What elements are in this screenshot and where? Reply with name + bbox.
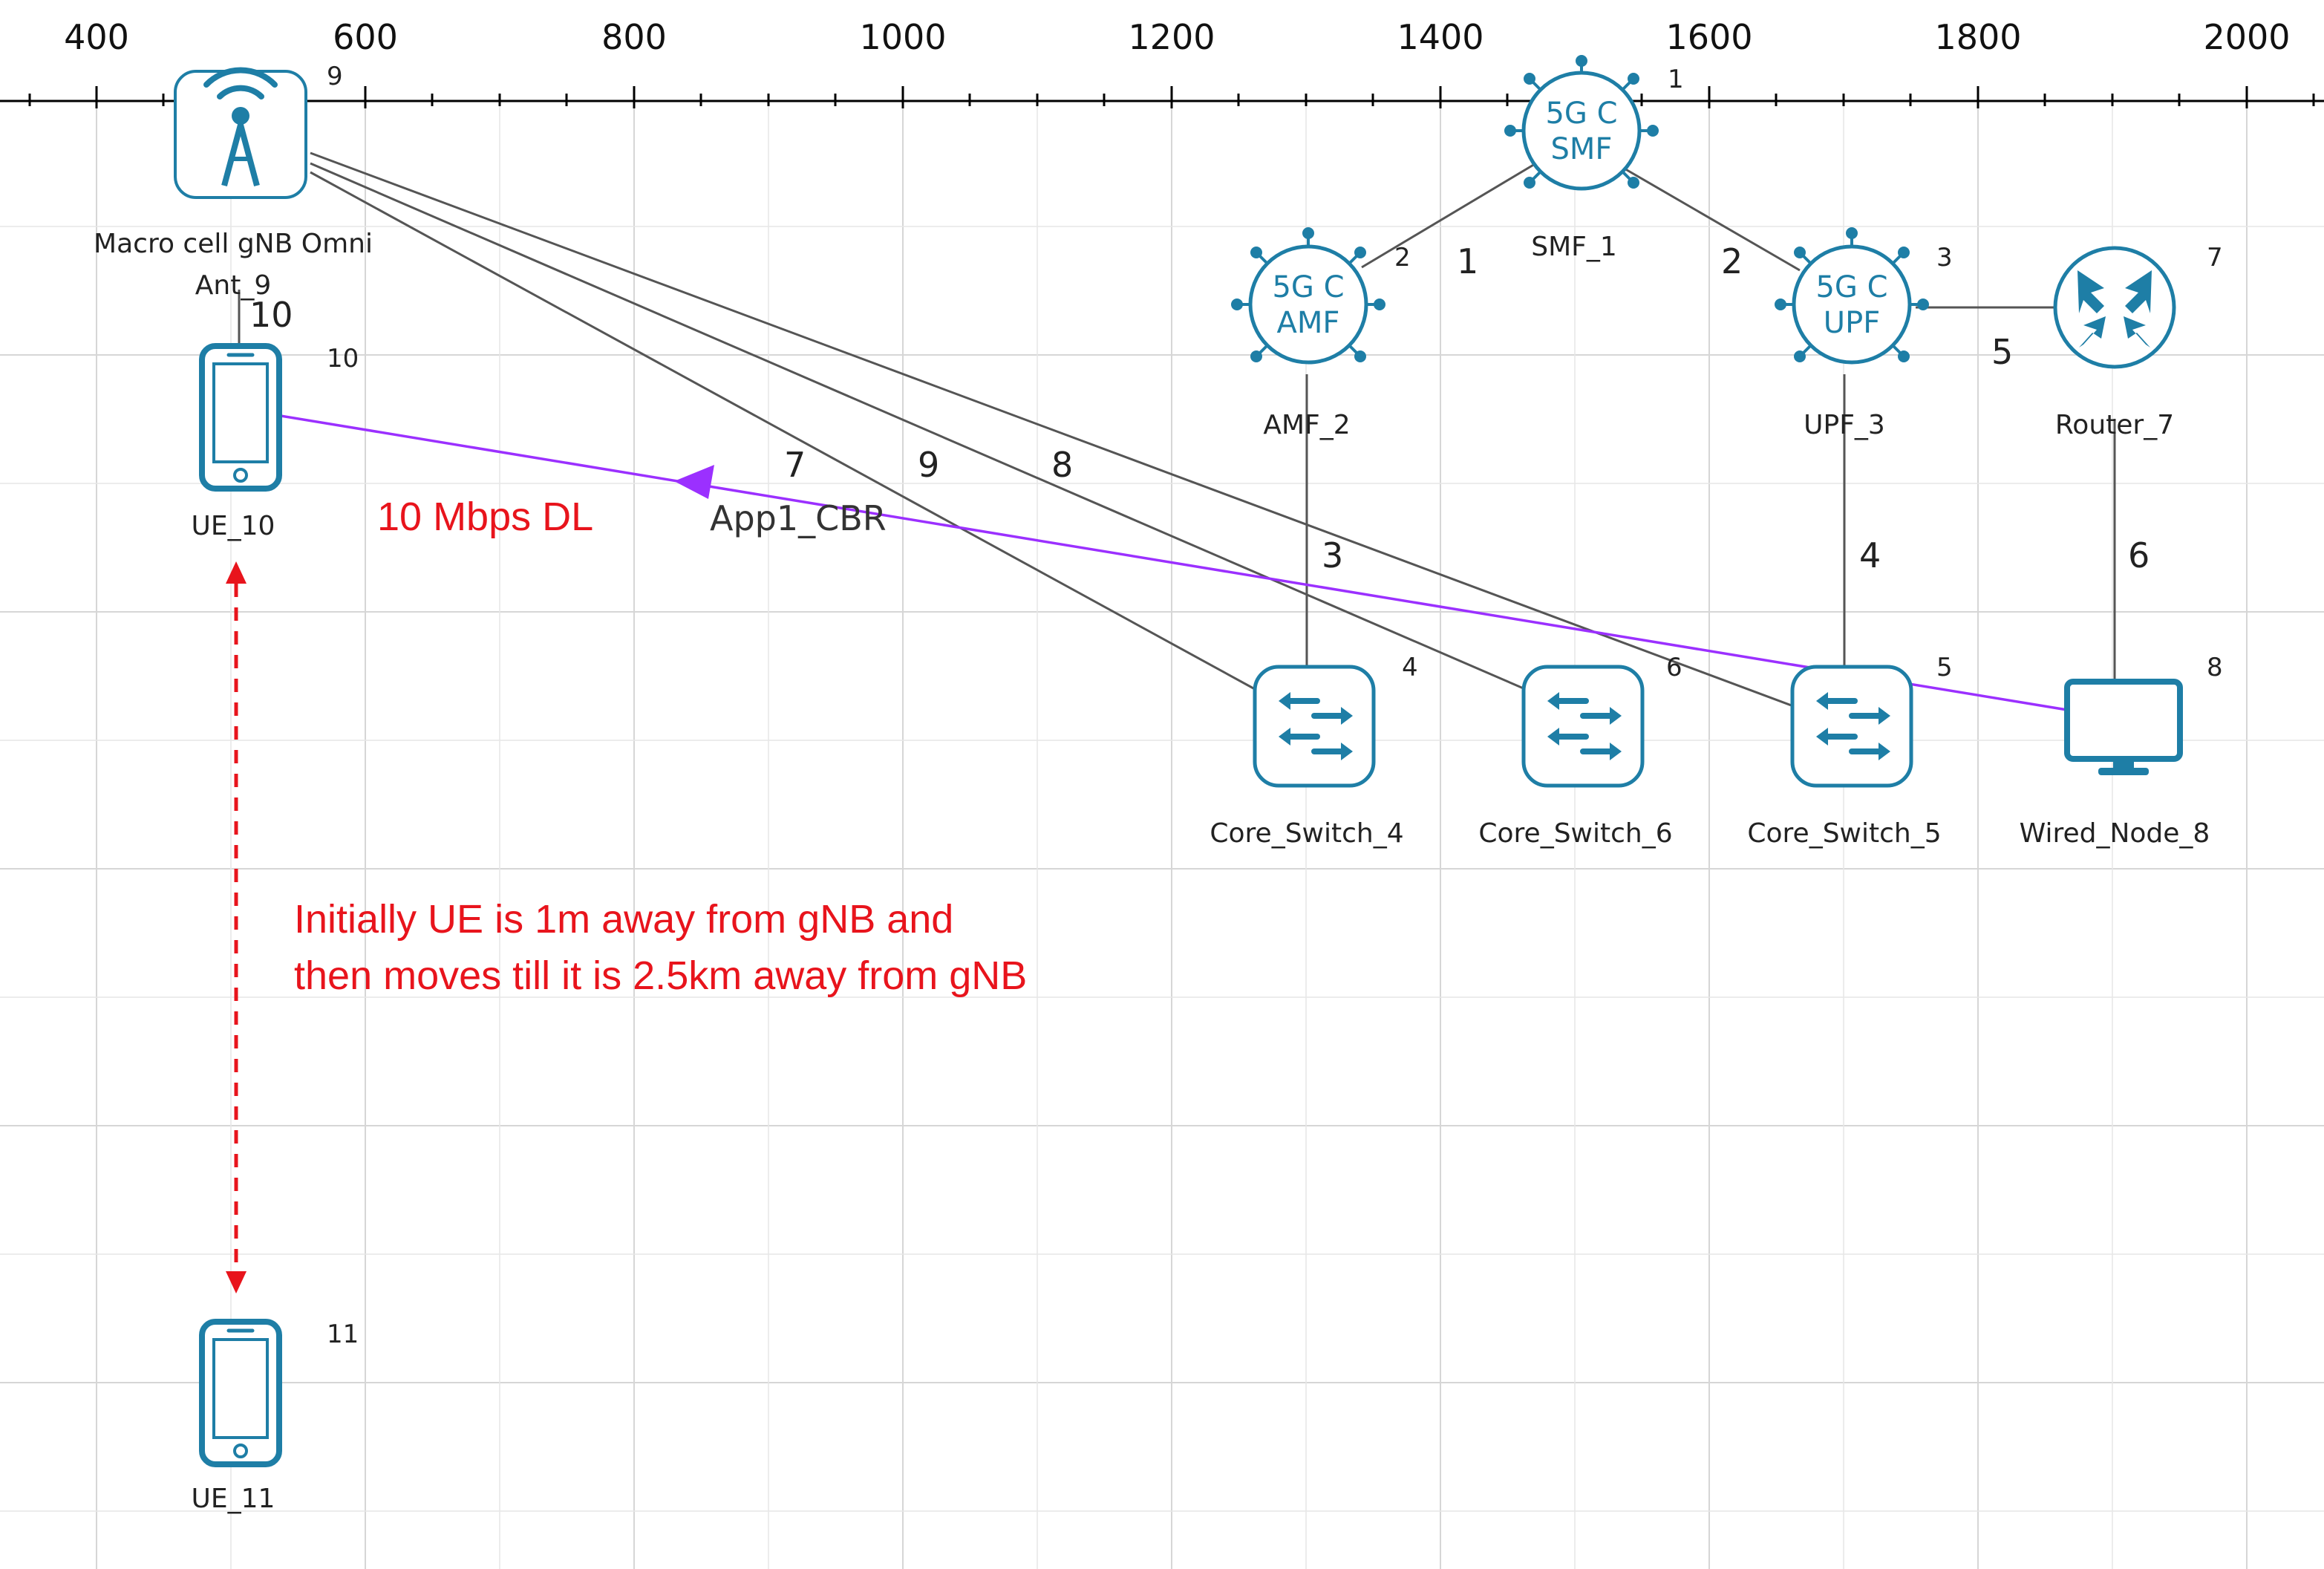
upf-icon-text2: UPF — [1824, 306, 1880, 340]
ruler-label-800: 800 — [601, 17, 667, 57]
monitor-icon — [2064, 679, 2183, 775]
link-smf-amf[interactable] — [1361, 160, 1539, 269]
link-gnb-switch5[interactable] — [310, 151, 1796, 708]
smf-icon-text1: 5G C — [1545, 97, 1617, 131]
link-gnb-switch6[interactable] — [310, 162, 1526, 691]
antenna-tower-icon — [203, 67, 278, 187]
arrowhead-up-icon — [226, 561, 247, 584]
smf-label: SMF_1 — [1531, 232, 1617, 262]
link-label-8: 8 — [1051, 445, 1073, 485]
gnb-node[interactable]: Macro cell gNB Omni Ant_9 9 — [94, 62, 373, 301]
router-arrows-icon — [2077, 270, 2152, 348]
mobility-arrow — [226, 561, 247, 1294]
link-label-6: 6 — [2128, 535, 2150, 575]
switch-arrows-icon — [1816, 692, 1890, 760]
link-label-7: 7 — [784, 445, 806, 485]
smf-node[interactable]: 5G C SMF SMF_1 1 — [1504, 55, 1684, 262]
link-label-4: 4 — [1859, 535, 1881, 575]
grid — [0, 97, 2324, 1569]
application-flow[interactable]: App1_CBR — [280, 414, 2068, 711]
core-switch-6-label: Core_Switch_6 — [1478, 818, 1672, 849]
annotation-line1: Initially UE is 1m away from gNB and — [294, 897, 953, 942]
gnb-id: 9 — [327, 62, 343, 91]
link-label-9: 9 — [918, 445, 939, 485]
amf-icon-text2: AMF — [1277, 306, 1340, 340]
app-flow-line[interactable] — [280, 414, 2068, 711]
core-switch-6-id: 6 — [1666, 653, 1682, 682]
ruler-label-1800: 1800 — [1934, 17, 2021, 57]
app-flow-label: App1_CBR — [710, 498, 887, 538]
ruler-label-1600: 1600 — [1665, 17, 1752, 57]
link-smf-upf[interactable] — [1622, 166, 1801, 272]
core-switch-6-node[interactable]: Core_Switch_6 6 — [1478, 653, 1682, 849]
switch-arrows-icon — [1279, 692, 1353, 760]
ruler-label-600: 600 — [333, 17, 398, 57]
router-label: Router_7 — [2055, 410, 2174, 440]
arrowhead-down-icon — [226, 1271, 247, 1294]
router-id: 7 — [2207, 243, 2223, 273]
smartphone-icon — [199, 343, 282, 492]
ue-10-label: UE_10 — [192, 511, 275, 541]
ue-11-node[interactable]: UE_11 11 — [192, 1319, 359, 1514]
wired-node-8-id: 8 — [2207, 653, 2223, 682]
app-flow-arrowhead — [674, 465, 714, 499]
virus-core-icon — [1504, 55, 1659, 189]
ruler-label-400: 400 — [64, 17, 129, 57]
smartphone-icon — [199, 1319, 282, 1467]
wired-node-8-label: Wired_Node_8 — [2020, 818, 2210, 849]
core-switch-5-label: Core_Switch_5 — [1747, 818, 1941, 849]
rate-annotation: 10 Mbps DL — [377, 495, 593, 539]
link-label-3: 3 — [1322, 535, 1343, 575]
wired-node-8-node[interactable]: Wired_Node_8 8 — [2020, 653, 2223, 849]
core-switch-5-node[interactable]: Core_Switch_5 5 — [1747, 653, 1952, 849]
gnb-label-line2: Ant_9 — [195, 270, 271, 301]
core-switch-4-label: Core_Switch_4 — [1210, 818, 1403, 849]
link-gnb-switch4[interactable] — [310, 171, 1256, 691]
amf-node[interactable]: 5G C AMF AMF_2 2 — [1231, 227, 1411, 440]
ue-11-label: UE_11 — [192, 1484, 275, 1514]
ruler-label-1200: 1200 — [1128, 17, 1215, 57]
link-label-5: 5 — [1991, 332, 2013, 372]
upf-id: 3 — [1936, 243, 1953, 273]
upf-node[interactable]: 5G C UPF UPF_3 3 — [1775, 227, 1953, 440]
upf-icon-text1: 5G C — [1815, 270, 1887, 304]
annotation-line2: then moves till it is 2.5km away from gN… — [294, 953, 1027, 998]
ruler-label-2000: 2000 — [2203, 17, 2290, 57]
router-node[interactable]: Router_7 7 — [2053, 243, 2223, 440]
links — [238, 151, 2116, 708]
link-label-1: 1 — [1457, 241, 1478, 281]
virus-core-icon — [1775, 227, 1929, 362]
core-switch-4-node[interactable]: Core_Switch_4 4 — [1210, 653, 1417, 849]
mobility-annotation: Initially UE is 1m away from gNB and the… — [294, 897, 1027, 998]
amf-label: AMF_2 — [1263, 410, 1350, 440]
switch-arrows-icon — [1547, 692, 1622, 760]
link-label-2: 2 — [1721, 241, 1743, 281]
gnb-label-line1: Macro cell gNB Omni — [94, 229, 373, 259]
amf-icon-text1: 5G C — [1272, 270, 1344, 304]
top-ruler: 400 600 800 1000 1200 1400 1600 1800 200… — [0, 17, 2324, 108]
ruler-label-1400: 1400 — [1397, 17, 1483, 57]
upf-label: UPF_3 — [1804, 410, 1885, 440]
ue-10-id: 10 — [327, 344, 359, 374]
smf-id: 1 — [1668, 65, 1684, 94]
ruler-label-1000: 1000 — [859, 17, 946, 57]
amf-id: 2 — [1394, 243, 1411, 273]
ue-10-node[interactable]: UE_10 10 — [192, 343, 359, 541]
ue-11-id: 11 — [327, 1320, 359, 1349]
link-label-10: 10 — [249, 295, 293, 335]
core-switch-4-id: 4 — [1402, 653, 1418, 682]
core-switch-5-id: 5 — [1936, 653, 1953, 682]
link-labels: 1 2 3 4 5 6 7 9 8 10 — [249, 241, 2150, 575]
smf-icon-text2: SMF — [1551, 132, 1613, 166]
